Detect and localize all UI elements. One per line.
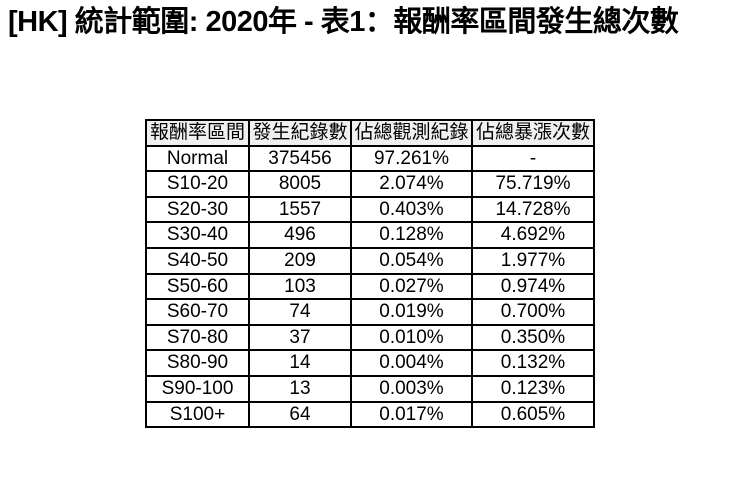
table-cell: 103 [248,272,352,301]
table-cell: 0.350% [471,323,595,352]
table-cell: 74 [248,298,352,326]
table-cell: S10-20 [145,170,250,198]
table-row: S60-70 74 0.019% 0.700% [145,298,595,326]
table-row: Normal 375456 97.261% - [145,144,595,173]
table-cell: 0.004% [350,349,473,377]
table-cell: 375456 [248,144,352,173]
table-cell: 0.123% [471,374,595,403]
column-header: 佔總觀測紀錄 [350,119,473,147]
table-cell: 209 [248,246,352,275]
table-cell: S90-100 [145,374,250,403]
table-cell: 64 [248,400,352,429]
table-row: S30-40 496 0.128% 4.692% [145,221,595,249]
table-row: S10-20 8005 2.074% 75.719% [145,170,595,198]
table-row: S80-90 14 0.004% 0.132% [145,349,595,377]
table-cell: 0.019% [350,298,473,326]
table-cell: S50-60 [145,272,250,301]
table-cell: 2.074% [350,170,473,198]
table-cell: S20-30 [145,195,250,224]
table-cell: 0.027% [350,272,473,301]
table-row: S50-60 103 0.027% 0.974% [145,272,595,301]
table-cell: 1.977% [471,246,595,275]
table-cell: 1557 [248,195,352,224]
table-cell: 4.692% [471,221,595,249]
table-body: Normal 375456 97.261% - S10-20 8005 2.074% 75.7… [145,144,595,429]
table-cell: 0.054% [350,246,473,275]
table-row: S20-30 1557 0.403% 14.728% [145,195,595,224]
table-cell: S100+ [145,400,250,429]
table-cell: S40-50 [145,246,250,275]
table-cell: 75.719% [471,170,595,198]
table-cell: 0.003% [350,374,473,403]
table-cell: 496 [248,221,352,249]
table-cell: 0.128% [350,221,473,249]
table-row: S90-100 13 0.003% 0.123% [145,374,595,403]
table-cell: 14 [248,349,352,377]
table-cell: S70-80 [145,323,250,352]
table-cell: 0.974% [471,272,595,301]
table-cell: 0.700% [471,298,595,326]
table-cell: 0.132% [471,349,595,377]
table-cell: 14.728% [471,195,595,224]
table-header-row: 報酬率區間 發生紀錄數 佔總觀測紀錄 佔總暴漲次數 [145,119,595,147]
table-cell: Normal [145,144,250,173]
table-cell: - [471,144,595,173]
table-row: S100+ 64 0.017% 0.605% [145,400,595,429]
table-row: S40-50 209 0.054% 1.977% [145,246,595,275]
column-header: 報酬率區間 [145,119,250,147]
table-cell: 37 [248,323,352,352]
table-cell: S30-40 [145,221,250,249]
table-cell: 97.261% [350,144,473,173]
table-cell: S80-90 [145,349,250,377]
table-cell: 13 [248,374,352,403]
table-cell: S60-70 [145,298,250,326]
column-header: 發生紀錄數 [248,119,352,147]
column-header: 佔總暴漲次數 [471,119,595,147]
page-title: [HK] 統計範圍: 2020年 - 表1：報酬率區間發生總次數 [8,6,679,38]
table-cell: 0.010% [350,323,473,352]
return-rate-distribution-table: 報酬率區間 發生紀錄數 佔總觀測紀錄 佔總暴漲次數 Normal 375456 97.26… [145,119,595,429]
table-cell: 0.403% [350,195,473,224]
table-row: S70-80 37 0.010% 0.350% [145,323,595,352]
table-cell: 0.017% [350,400,473,429]
table-cell: 8005 [248,170,352,198]
table-cell: 0.605% [471,400,595,429]
